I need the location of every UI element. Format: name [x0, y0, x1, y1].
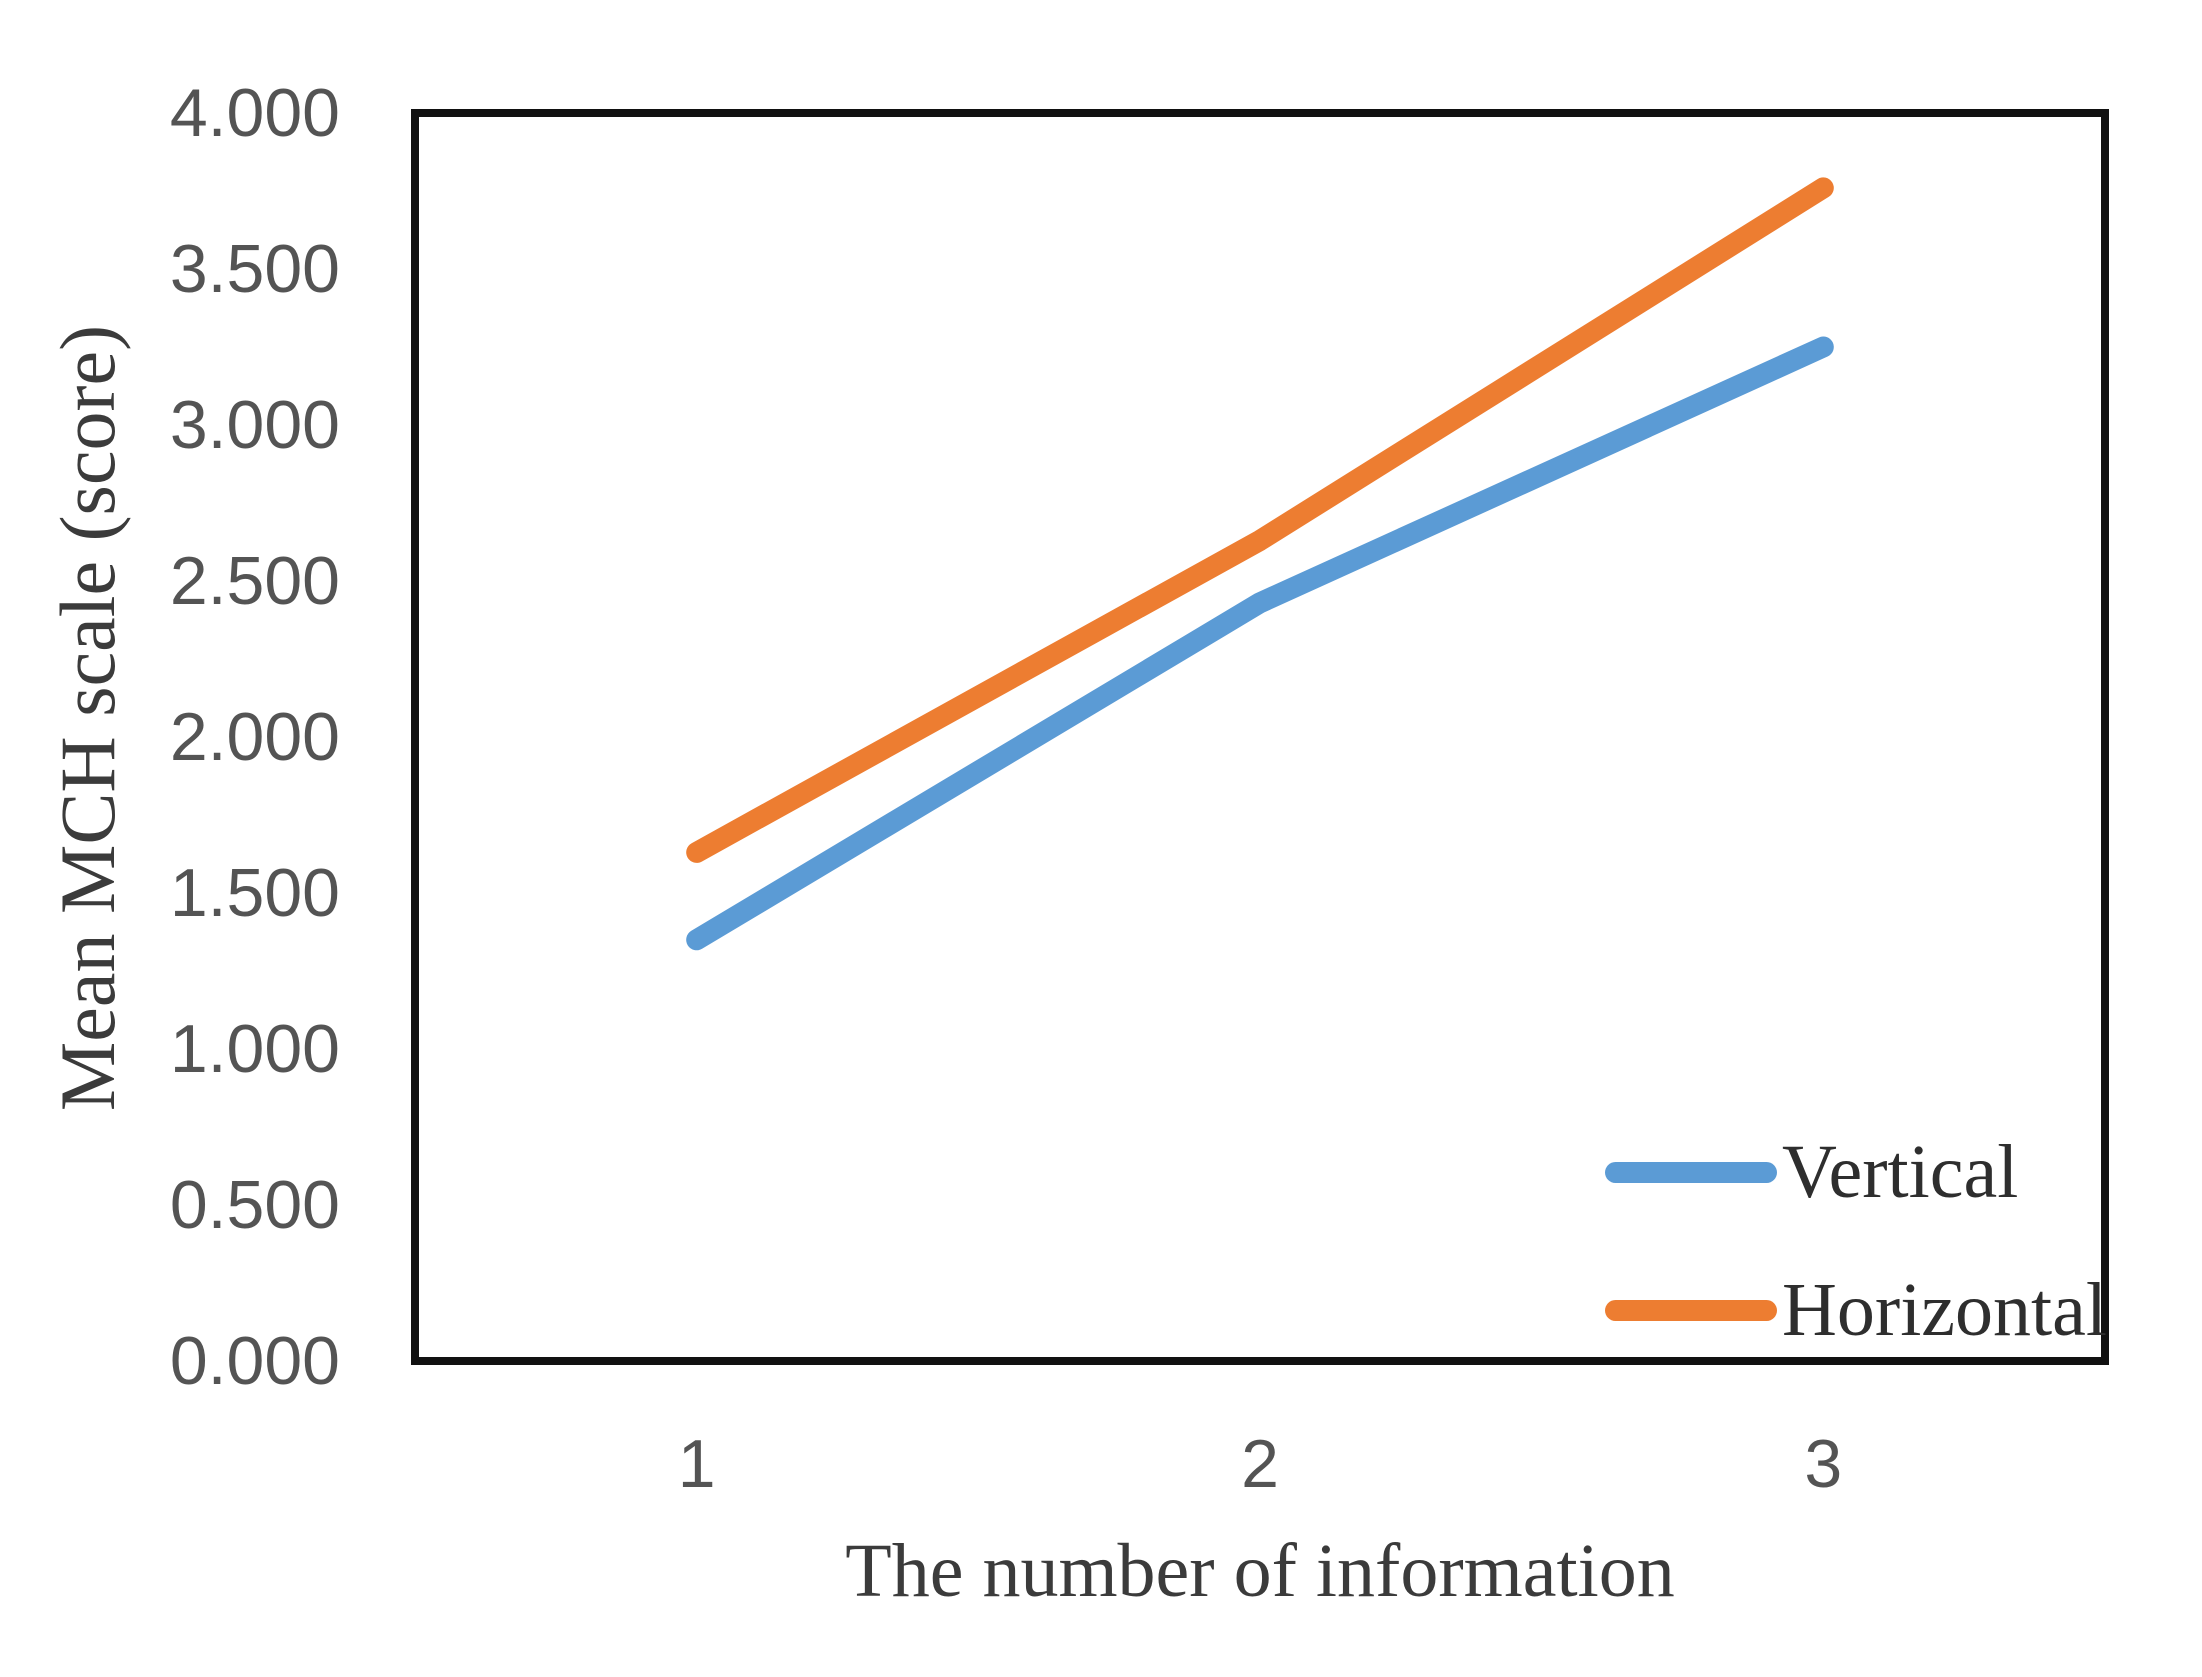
y-tick-label: 3.500: [169, 231, 340, 307]
plot-border: [411, 109, 2109, 1365]
x-tick-label: 1: [677, 1426, 716, 1502]
y-tick-label: 0.500: [169, 1167, 340, 1243]
y-tick-label: 1.500: [169, 855, 340, 931]
x-tick-label: 2: [1241, 1426, 1279, 1502]
legend-item-horizontal: Horizontal: [1605, 1272, 2107, 1348]
legend-swatch-vertical: [1605, 1161, 1777, 1183]
line-series-svg: [411, 109, 2109, 1365]
legend-label-horizontal: Horizontal: [1782, 1268, 2108, 1352]
y-tick-label: 0.000: [169, 1323, 340, 1399]
y-tick-label: 2.500: [169, 543, 340, 619]
y-axis-tick-labels: 4.000 3.500 3.000 2.500 2.000 1.500 1.000 0.500…: [0, 0, 340, 1677]
series-line-vertical: [686, 336, 1834, 951]
legend-label-vertical: Vertical: [1782, 1130, 2019, 1214]
x-axis-title: The number of information: [845, 1529, 1675, 1613]
y-tick-label: 2.000: [169, 699, 340, 775]
y-tick-label: 4.000: [169, 75, 340, 151]
legend-item-vertical: Vertical: [1605, 1134, 2018, 1210]
y-tick-label: 1.000: [169, 1011, 340, 1087]
legend-swatch-horizontal: [1605, 1299, 1777, 1321]
x-tick-label: 3: [1804, 1426, 1843, 1502]
series-line-horizontal: [686, 177, 1834, 863]
y-tick-label: 3.000: [169, 387, 340, 463]
